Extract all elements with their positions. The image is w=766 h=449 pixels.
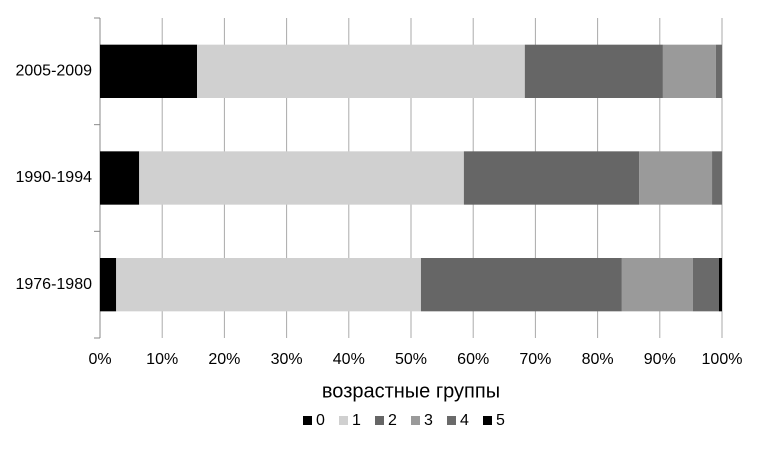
bar-segment [692,258,719,312]
legend-swatch [447,416,456,425]
legend-swatch [303,416,312,425]
legend-label: 2 [388,412,397,429]
bar-segment [621,258,693,312]
bar-segment [718,258,722,312]
x-tick-label: 50% [395,351,427,368]
bar-segment [116,258,421,312]
bar-segment [715,44,722,98]
bar-segment [712,151,722,205]
legend-swatch [483,416,492,425]
x-tick-label: 20% [208,351,240,368]
bar-segment [420,258,622,312]
x-tick-label: 0% [88,351,111,368]
x-tick-label: 30% [271,351,303,368]
legend-label: 4 [460,412,469,429]
x-tick-label: 60% [457,351,489,368]
x-axis-label: возрастные группы [322,380,500,402]
y-tick-label: 2005-2009 [15,63,92,80]
legend-label: 5 [496,412,505,429]
bar-segment [100,44,198,98]
bar-segment [662,44,716,98]
x-tick-label: 40% [333,351,365,368]
y-tick-label: 1976-1980 [15,276,92,293]
legend-swatch [411,416,420,425]
legend-label: 3 [424,412,433,429]
x-tick-label: 100% [702,351,743,368]
x-tick-label: 10% [146,351,178,368]
bar-segment [197,44,525,98]
x-tick-label: 90% [644,351,676,368]
bar-segment [524,44,663,98]
bar-segment [100,258,117,312]
x-tick-label: 80% [582,351,614,368]
legend-label: 1 [352,412,361,429]
legend-label: 0 [316,412,325,429]
x-tick-label: 70% [519,351,551,368]
bar-segment [100,151,140,205]
legend-swatch [375,416,384,425]
legend-swatch [339,416,348,425]
bar-segment [639,151,713,205]
bar-segment [463,151,640,205]
bar-segment [139,151,464,205]
y-tick-label: 1990-1994 [15,169,92,186]
